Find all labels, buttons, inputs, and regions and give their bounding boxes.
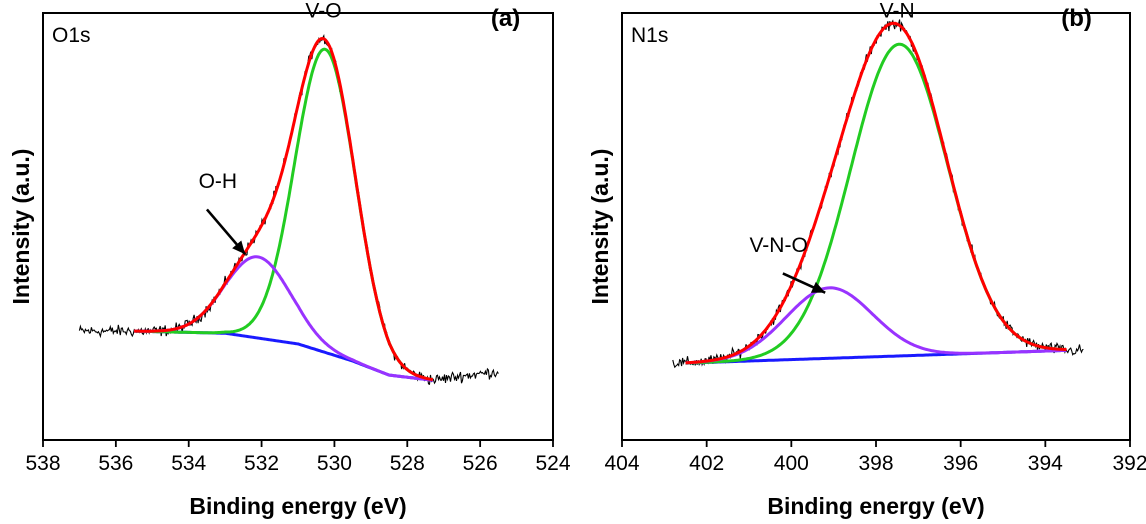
x-axis-title: Binding energy (eV) [767, 493, 984, 519]
x-tick-label: 530 [317, 452, 352, 475]
x-tick-label: 536 [98, 452, 133, 475]
fit-envelope [134, 36, 434, 382]
x-tick-label: 392 [1112, 452, 1146, 475]
y-axis-title: Intensity (a.u.) [587, 149, 613, 305]
region-label: N1s [631, 24, 668, 47]
x-axis-title: Binding energy (eV) [189, 493, 406, 519]
arrow-head [810, 281, 826, 293]
peak-v-o [134, 47, 434, 382]
x-tick-label: 402 [689, 452, 724, 475]
panel-a: 538 536 534 532 530 528 526 524 Binding energy (… [8, 0, 571, 519]
y-axis-title: Intensity (a.u.) [8, 149, 34, 305]
peak-annotation: O-H [199, 170, 238, 193]
x-tick-label: 526 [463, 452, 498, 475]
x-tick-label: 398 [858, 452, 893, 475]
panel-tag: (a) [491, 5, 520, 32]
x-tick-label: 532 [244, 452, 279, 475]
arrow-head [232, 240, 246, 255]
x-tick-label: 404 [604, 452, 639, 475]
peak-annotation: V-N [880, 0, 915, 22]
plot-frame [42, 12, 554, 441]
x-tick-label: 400 [774, 452, 809, 475]
x-tick-label: 396 [943, 452, 978, 475]
x-tick-label: 524 [535, 452, 570, 475]
x-tick-label: 528 [390, 452, 425, 475]
peak-o-h [134, 255, 433, 382]
peak-annotation: V-N-O [749, 234, 807, 257]
panel-tag: (b) [1061, 5, 1092, 32]
peak-annotation: V-O [305, 0, 341, 22]
x-tick-label: 538 [25, 452, 60, 475]
x-tick-label: 394 [1028, 452, 1063, 475]
fit-envelope [685, 21, 1067, 365]
region-label: O1s [52, 24, 91, 47]
peak-v-n-o [685, 286, 1067, 365]
panel-b: 404 402 400 398 396 394 392 Binding energy (eV)… [587, 0, 1146, 519]
x-tick-label: 534 [171, 452, 206, 475]
